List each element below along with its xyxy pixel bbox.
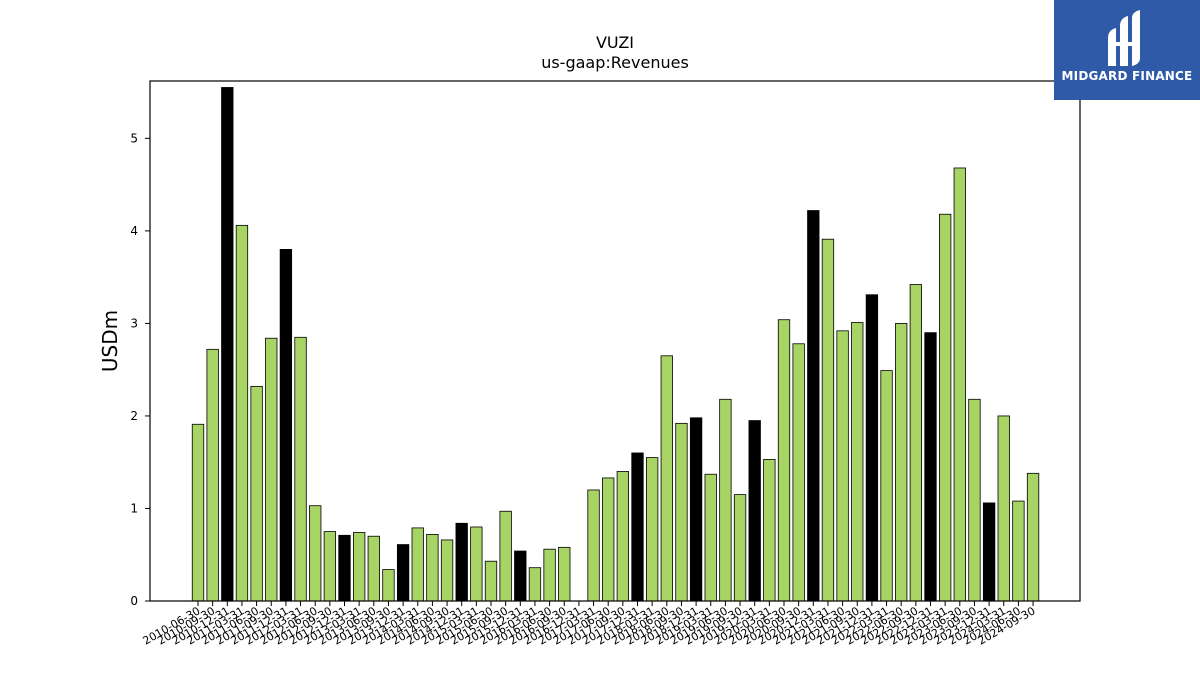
bar-2011-06-30 (250, 385, 263, 602)
bar-2024-03-31 (997, 415, 1010, 602)
logo-text: MIDGARD FINANCE (1061, 69, 1193, 83)
chart-subtitle: us-gaap:Revenues (541, 53, 689, 72)
bar-2015-06-30 (484, 560, 498, 602)
y-tick-label: 2 (130, 409, 138, 423)
bar-2023-06-30 (953, 167, 966, 602)
bar-2010-09-30 (206, 348, 219, 602)
y-tick-label: 3 (130, 316, 138, 330)
bar-2010-12-31 (221, 87, 234, 602)
bar-2013-03-31 (352, 532, 366, 602)
bar-2021-12-31 (865, 294, 879, 602)
bar-2022-09-30 (909, 284, 922, 602)
bar-2017-06-30 (602, 477, 615, 602)
bar-2022-03-31 (880, 370, 893, 602)
y-axis: 0 1 2 3 4 5 (130, 131, 150, 608)
bar-2011-12-31 (279, 248, 293, 602)
bar-2011-03-31 (235, 224, 249, 602)
bar-2020-06-30 (777, 319, 791, 602)
bar-2016-09-30 (558, 546, 571, 602)
midgard-finance-logo: MIDGARD FINANCE (1054, 0, 1200, 100)
bar-2014-03-31 (411, 527, 424, 602)
bar-2021-09-30 (851, 322, 864, 602)
y-tick-label: 1 (130, 501, 138, 515)
bar-2020-09-30 (792, 343, 805, 602)
bar-2017-12-31 (631, 452, 644, 602)
bar-2015-09-30 (499, 510, 512, 602)
bar-2019-12-31 (748, 420, 761, 602)
bar-2013-06-30 (367, 535, 380, 602)
bar-2018-03-31 (646, 457, 659, 602)
bar-2018-09-30 (675, 422, 688, 602)
bar-2023-09-30 (968, 398, 981, 602)
y-tick-label: 5 (130, 131, 138, 145)
bar-2021-06-30 (836, 330, 849, 602)
plot-area-frame (149, 80, 1081, 602)
bar-2015-03-31 (470, 526, 483, 602)
y-tick-label: 0 (130, 594, 138, 608)
bar-2014-06-30 (426, 533, 439, 602)
bar-2020-03-31 (763, 459, 776, 602)
bar-2016-06-30 (543, 548, 556, 602)
bar-2010-06-30 (191, 423, 205, 602)
bar-2017-03-31 (587, 489, 600, 602)
y-axis-label: USDm (98, 310, 122, 372)
bar-2018-06-30 (660, 355, 673, 602)
midgard-logo-icon (1108, 10, 1140, 66)
bar-2013-12-31 (396, 544, 410, 602)
bar-2023-12-31 (982, 502, 996, 602)
bar-2019-03-31 (704, 473, 717, 602)
bar-2012-03-31 (294, 336, 307, 602)
bar-2013-09-30 (382, 569, 395, 602)
x-axis: 2010-06-302010-09-302010-12-312011-03-31… (141, 601, 1038, 648)
bar-2012-12-31 (338, 534, 351, 602)
chart-title: VUZI (596, 33, 634, 52)
bar-2011-09-30 (265, 337, 278, 602)
bar-2021-03-31 (821, 238, 835, 602)
bar-2018-12-31 (689, 417, 703, 602)
bar-2014-09-30 (440, 539, 454, 602)
bar-2019-06-30 (719, 398, 732, 602)
y-tick-label: 4 (130, 224, 138, 238)
bar-2019-09-30 (733, 494, 747, 602)
bars-group (191, 87, 1040, 602)
bar-2015-12-31 (514, 550, 527, 602)
bar-2020-12-31 (807, 210, 820, 602)
bar-2024-09-30 (1026, 472, 1040, 602)
bar-2012-06-30 (309, 505, 322, 602)
bar-2022-12-31 (924, 332, 937, 602)
bar-2022-06-30 (895, 323, 908, 602)
bar-2014-12-31 (455, 522, 468, 602)
bar-2023-03-31 (939, 213, 952, 602)
bar-2024-06-30 (1012, 500, 1025, 602)
bar-2017-09-30 (616, 471, 629, 602)
bar-2016-03-31 (528, 567, 542, 602)
bar-2012-09-30 (323, 531, 337, 602)
